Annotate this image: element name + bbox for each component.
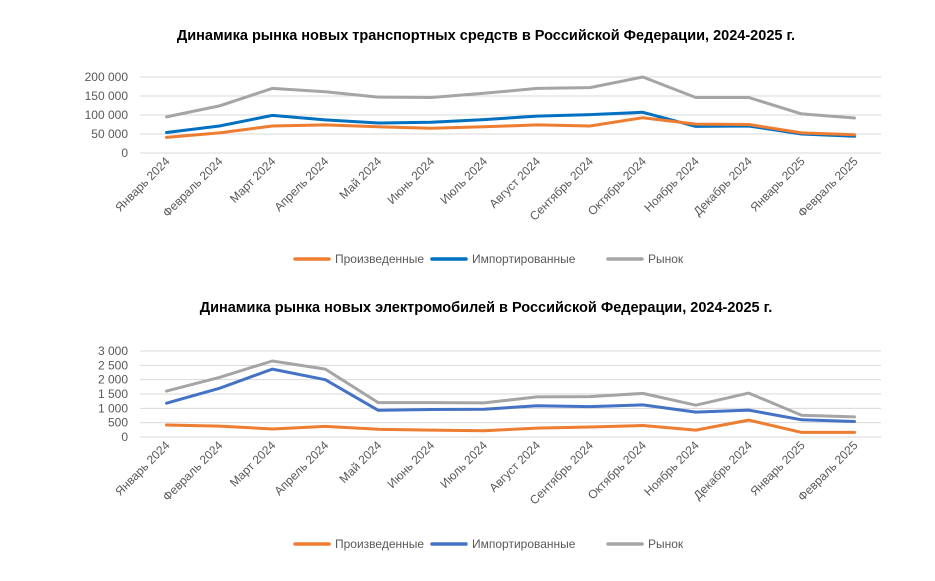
y-tick-label: 150 000 <box>85 89 129 103</box>
series-line-2 <box>165 110 856 138</box>
y-tick-label: 0 <box>121 430 128 444</box>
x-tick-label: Апрель 2024 <box>271 154 331 214</box>
x-tick-label: Август 2024 <box>486 438 543 495</box>
series-line-3 <box>165 359 856 419</box>
legend-label: Импортированные <box>472 537 576 551</box>
x-tick-label: Июнь 2024 <box>385 438 438 491</box>
y-tick-label: 200 000 <box>85 70 129 84</box>
chart-title: Динамика рынка новых транспортных средст… <box>177 28 795 44</box>
x-tick-label: Июль 2024 <box>437 154 490 207</box>
y-tick-label: 2 500 <box>98 358 128 372</box>
legend-label: Произведенные <box>335 252 424 266</box>
x-tick-label: Апрель 2024 <box>271 438 331 498</box>
x-tick-label: Август 2024 <box>486 154 543 211</box>
legend-label: Произведенные <box>335 537 424 551</box>
series-line-1 <box>165 116 856 139</box>
series-line-2 <box>165 367 856 423</box>
y-tick-label: 100 000 <box>85 108 129 122</box>
chart-title: Динамика рынка новых электромобилей в Ро… <box>200 300 773 316</box>
x-tick-label: Март 2024 <box>227 438 279 490</box>
y-tick-label: 1 500 <box>98 387 128 401</box>
legend-label: Рынок <box>648 252 684 266</box>
x-tick-label: Июль 2024 <box>437 438 490 491</box>
legend-label: Рынок <box>648 537 684 551</box>
series-line-3 <box>165 75 856 120</box>
y-tick-label: 2 000 <box>98 373 128 387</box>
legend-label: Импортированные <box>472 252 576 266</box>
chart-1: Динамика рынка новых транспортных средст… <box>85 28 881 266</box>
y-tick-label: 50 000 <box>91 127 128 141</box>
series-line-1 <box>165 418 856 434</box>
x-tick-label: Март 2024 <box>227 154 279 206</box>
y-tick-label: 0 <box>121 146 128 160</box>
x-tick-label: Май 2024 <box>337 154 385 202</box>
y-tick-label: 1 000 <box>98 401 128 415</box>
x-tick-label: Июнь 2024 <box>385 154 438 207</box>
chart-2: Динамика рынка новых электромобилей в Ро… <box>98 300 881 551</box>
y-tick-label: 3 000 <box>98 344 128 358</box>
x-tick-label: Май 2024 <box>337 438 385 486</box>
y-tick-label: 500 <box>108 416 128 430</box>
